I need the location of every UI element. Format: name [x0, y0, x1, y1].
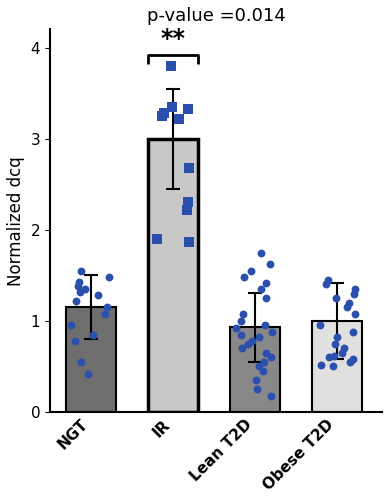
Text: **: ** [161, 27, 186, 51]
Point [326, 354, 332, 362]
Point [263, 294, 269, 302]
Point [82, 285, 88, 293]
Point [78, 358, 84, 366]
Point [332, 340, 338, 347]
Point [168, 62, 174, 70]
Point [270, 328, 276, 336]
Point [103, 303, 110, 311]
Point [261, 358, 267, 366]
Point [323, 280, 329, 288]
Bar [147, 138, 198, 412]
Point [159, 112, 165, 120]
Point [75, 278, 82, 285]
Bar [66, 307, 116, 412]
Point [263, 278, 270, 286]
Point [268, 354, 274, 362]
Point [346, 298, 352, 306]
Point [184, 206, 190, 214]
Point [241, 273, 247, 281]
Point [186, 238, 192, 246]
Point [318, 360, 324, 368]
Point [77, 288, 84, 296]
Point [352, 310, 358, 318]
Point [248, 267, 254, 275]
Point [351, 285, 357, 293]
Point [239, 344, 245, 352]
Point [262, 322, 268, 330]
Point [78, 267, 84, 275]
Point [185, 106, 191, 114]
Point [346, 358, 352, 366]
Point [330, 362, 336, 370]
Bar [230, 328, 280, 412]
Point [95, 292, 101, 300]
Point [254, 385, 260, 393]
Point [260, 367, 266, 375]
Point [169, 102, 175, 110]
Point [256, 334, 262, 342]
Point [68, 322, 75, 330]
Point [105, 273, 112, 281]
Point [73, 297, 79, 305]
Point [349, 328, 356, 336]
Point [186, 164, 192, 172]
Point [154, 235, 160, 243]
Point [334, 334, 340, 342]
Point [256, 362, 262, 370]
Point [185, 198, 191, 206]
Point [268, 392, 274, 400]
Title: p-value =0.014: p-value =0.014 [147, 7, 286, 25]
Point [350, 355, 357, 363]
Point [238, 330, 244, 338]
Point [258, 285, 265, 293]
Y-axis label: Normalized dcq: Normalized dcq [7, 156, 25, 286]
Point [72, 337, 79, 345]
Point [317, 322, 324, 330]
Point [263, 349, 269, 357]
Point [266, 260, 273, 268]
Point [253, 376, 259, 384]
Point [331, 352, 338, 360]
Point [89, 330, 96, 338]
Point [84, 370, 91, 378]
Point [245, 340, 251, 347]
Point [161, 109, 167, 117]
Point [333, 294, 339, 302]
Point [102, 310, 108, 318]
Point [338, 349, 345, 357]
Point [258, 248, 264, 256]
Point [343, 303, 350, 311]
Point [249, 337, 255, 345]
Point [341, 344, 347, 352]
Point [237, 317, 244, 325]
Point [351, 290, 357, 298]
Point [233, 324, 239, 332]
Point [240, 310, 246, 318]
Point [325, 276, 331, 284]
Bar [312, 321, 363, 412]
Point [75, 282, 81, 290]
Point [176, 114, 182, 122]
